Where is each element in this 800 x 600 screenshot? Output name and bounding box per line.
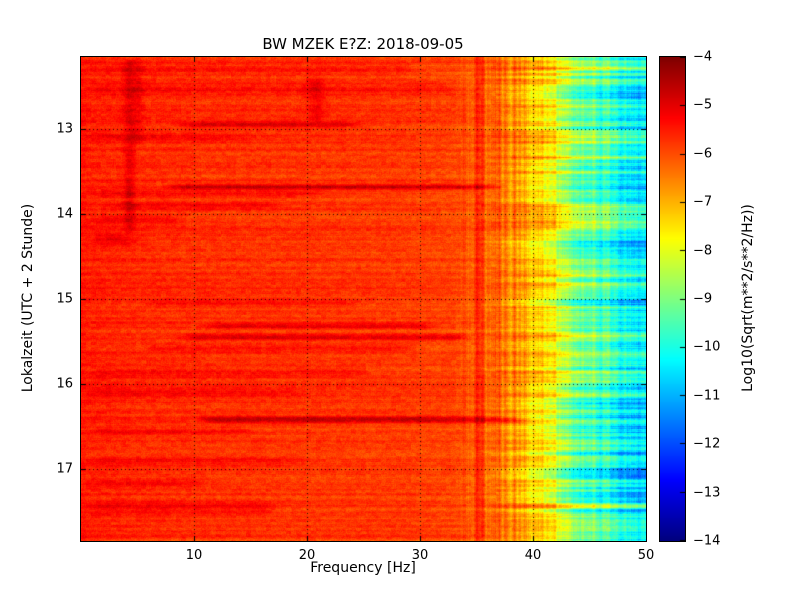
y-tick-label: 13: [56, 121, 73, 137]
y-tick-label: 17: [56, 461, 73, 477]
colorbar-label: Log10(Sqrt(m**2/s**2/Hz)): [740, 204, 756, 392]
colorbar-tick-label: −11: [693, 388, 721, 404]
chart-title: BW MZEK E?Z: 2018-09-05: [262, 35, 464, 53]
x-tick-label: 10: [185, 548, 203, 563]
colorbar: [659, 56, 686, 542]
x-tick-label: 50: [637, 548, 655, 563]
colorbar-tick-label: −12: [693, 436, 721, 452]
x-tick-label: 40: [524, 548, 542, 563]
colorbar-tick-label: −10: [693, 339, 721, 355]
colorbar-tick-label: −7: [693, 194, 713, 210]
colorbar-tick-label: −13: [693, 485, 721, 501]
y-tick-label: 14: [56, 206, 73, 222]
colorbar-tick-label: −5: [693, 97, 713, 113]
y-tick-label: 16: [56, 376, 73, 392]
x-axis-label: Frequency [Hz]: [310, 560, 416, 576]
y-tick-label: 15: [56, 291, 73, 307]
colorbar-tick-label: −4: [693, 49, 713, 65]
colorbar-tick-label: −9: [693, 291, 713, 307]
x-tick-label: 30: [411, 548, 429, 563]
x-tick-label: 20: [298, 548, 316, 563]
spectrogram-plot: [80, 56, 647, 542]
colorbar-tick-label: −14: [693, 533, 721, 549]
colorbar-tick-label: −6: [693, 146, 713, 162]
colorbar-tick-label: −8: [693, 243, 713, 259]
y-axis-label: Lokalzeit (UTC + 2 Stunde): [20, 203, 36, 393]
